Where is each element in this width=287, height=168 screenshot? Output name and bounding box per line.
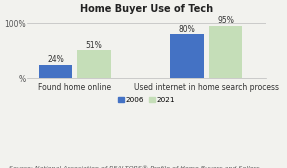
Text: 24%: 24% xyxy=(47,55,64,64)
Title: Home Buyer Use of Tech: Home Buyer Use of Tech xyxy=(80,4,213,14)
Bar xyxy=(209,26,242,78)
Bar xyxy=(39,65,72,78)
Text: 80%: 80% xyxy=(179,25,195,34)
Text: Source: National Association of REALTORS® Profile of Home Buyers and Sellers: Source: National Association of REALTORS… xyxy=(9,166,259,168)
Bar xyxy=(170,34,204,78)
Text: 95%: 95% xyxy=(217,16,234,25)
Text: 51%: 51% xyxy=(86,40,102,50)
Legend: 2006, 2021: 2006, 2021 xyxy=(115,94,178,106)
Bar xyxy=(77,50,111,78)
